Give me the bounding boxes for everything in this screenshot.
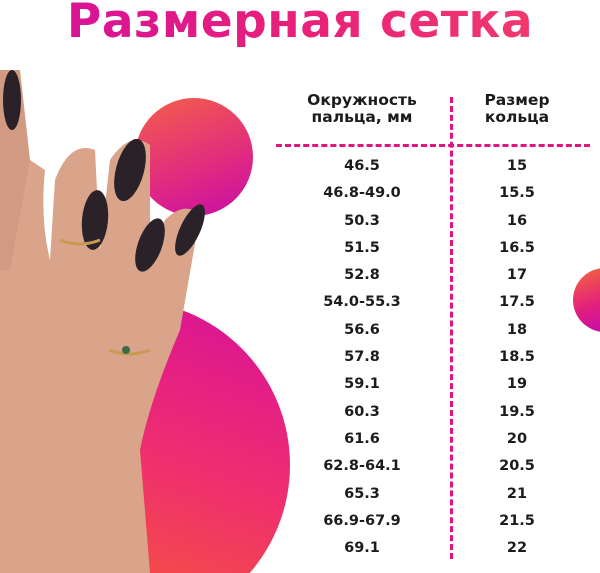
circumference-cell: 54.0-55.3 <box>323 294 401 311</box>
ring-size-cell: 19 <box>506 376 528 393</box>
ring-size-cell: 20 <box>506 430 528 447</box>
column-divider <box>450 97 453 559</box>
ring-size-cell: 18.5 <box>499 349 535 366</box>
circumference-cell: 65.3 <box>344 485 380 502</box>
size-table: 46.5 15 46.8-49.0 15.5 50.3 16 51.5 16.5 52.8 17 5… <box>282 158 582 567</box>
table-row: 51.5 16.5 <box>282 240 582 267</box>
circumference-cell: 66.9-67.9 <box>323 512 401 529</box>
ring-size-cell: 18 <box>506 321 528 338</box>
ring-size-cell: 20.5 <box>499 458 535 475</box>
column-header-ring-size: Размер кольца <box>462 92 572 126</box>
ring-size-cell: 17.5 <box>499 294 535 311</box>
column-header-circumference: Окружность пальца, мм <box>292 92 432 126</box>
page-title: Размерная сетка <box>0 0 600 49</box>
table-row: 60.3 19.5 <box>282 404 582 431</box>
circumference-cell: 52.8 <box>344 267 380 284</box>
table-row: 62.8-64.1 20.5 <box>282 458 582 485</box>
circumference-cell: 50.3 <box>344 212 380 229</box>
ring-size-cell: 21 <box>506 485 528 502</box>
table-row: 46.8-49.0 15.5 <box>282 185 582 212</box>
circumference-cell: 69.1 <box>344 540 380 557</box>
ring-size-cell: 21.5 <box>499 512 535 529</box>
circumference-cell: 60.3 <box>344 403 380 420</box>
header-line: пальца, мм <box>311 108 413 126</box>
circumference-cell: 61.6 <box>344 430 380 447</box>
table-row: 56.6 18 <box>282 322 582 349</box>
table-row: 46.5 15 <box>282 158 582 185</box>
header-line: Размер <box>484 91 550 109</box>
hand-with-rings-photo <box>0 70 205 573</box>
table-row: 50.3 16 <box>282 213 582 240</box>
circumference-cell: 46.5 <box>344 158 380 174</box>
circumference-cell: 46.8-49.0 <box>323 185 401 202</box>
table-row: 59.1 19 <box>282 376 582 403</box>
header-line: кольца <box>484 108 550 126</box>
ring-size-cell: 19.5 <box>499 403 535 420</box>
ring-size-cell: 17 <box>506 267 528 284</box>
table-row: 69.1 22 <box>282 540 582 567</box>
circumference-cell: 59.1 <box>344 376 380 393</box>
ring-size-cell: 16 <box>506 212 528 229</box>
circumference-cell: 57.8 <box>344 349 380 366</box>
header-divider <box>276 144 590 147</box>
circumference-cell: 62.8-64.1 <box>323 458 401 475</box>
ring-size-cell: 15 <box>506 158 528 174</box>
circumference-cell: 51.5 <box>344 239 380 256</box>
table-row: 61.6 20 <box>282 431 582 458</box>
decor-circle-top <box>135 98 253 216</box>
ring-size-cell: 22 <box>506 540 528 557</box>
table-row: 57.8 18.5 <box>282 349 582 376</box>
header-line: Окружность <box>307 91 417 109</box>
table-row: 66.9-67.9 21.5 <box>282 513 582 540</box>
ring-size-cell: 15.5 <box>499 185 535 202</box>
circumference-cell: 56.6 <box>344 321 380 338</box>
table-row: 65.3 21 <box>282 486 582 513</box>
table-row: 54.0-55.3 17.5 <box>282 294 582 321</box>
table-row: 52.8 17 <box>282 267 582 294</box>
ring-size-cell: 16.5 <box>499 239 535 256</box>
